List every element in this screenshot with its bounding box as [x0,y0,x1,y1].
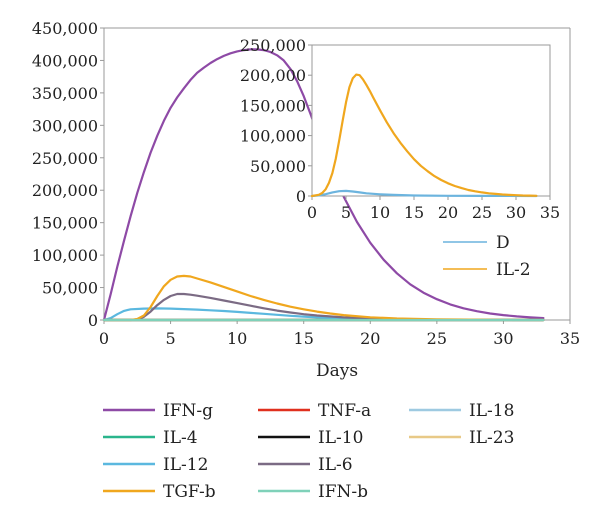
main-x-tick-label: 5 [165,329,175,348]
legend: IFN-g TNF-a IL-18 IL-4 IL-10 IL-23 IL-12 IL-6 TG… [103,401,514,502]
main-y-tick-label: 200,000 [32,181,98,200]
main-x-tick-label: 25 [427,329,447,348]
inset-y-tick-label: 150,000 [240,96,306,115]
legend-label-ifn-b: IFN-b [318,482,368,502]
inset-x-tick-label: 20 [438,203,458,222]
inset-y-tick-label: 200,000 [240,66,306,85]
legend-label-il-4: IL-4 [163,428,198,448]
main-y-tick-label: 100,000 [32,246,98,265]
inset-plot: 0 5 10 15 20 25 30 35 0 50,000 100,000 150,000 200,0… [240,36,560,280]
main-x-tick-label: 35 [560,329,580,348]
main-series-il-12 [102,307,545,322]
x-axis-label: Days [316,361,358,381]
inset-y-tick-label: 50,000 [250,157,306,176]
main-x-tick-label: 30 [493,329,513,348]
legend-label-tnf-a: TNF-a [318,401,371,421]
main-x-tick-label: 20 [360,329,380,348]
legend-label-tgf-b: TGF-b [163,482,216,502]
inset-y-tick-label: 250,000 [240,36,306,55]
legend-label-il-6: IL-6 [318,455,353,475]
main-plot: 0 5 10 15 20 25 30 35 0 50,000 100,000 150,000 200,0… [32,19,580,348]
main-y-tick-label: 400,000 [32,51,98,70]
inset-frame [311,44,551,197]
inset-x-tick-label: 30 [506,203,526,222]
main-y-tick-label: 300,000 [32,116,98,135]
inset-x-tick-label: 10 [370,203,390,222]
legend-label-il-10: IL-10 [318,428,363,448]
inset-legend-label-il-2: IL-2 [496,260,531,280]
main-series-ifn-g [102,48,545,322]
main-x-tick-label: 15 [294,329,314,348]
main-y-tick-label: 350,000 [32,84,98,103]
main-x-tick-label: 10 [227,329,247,348]
legend-label-ifn-g: IFN-g [163,401,213,421]
inset-x-tick-label: 35 [540,203,560,222]
legend-label-il-12: IL-12 [163,455,208,475]
main-y-tick-label: 0 [88,311,98,330]
inset-x-tick-label: 25 [472,203,492,222]
main-series-il-6 [102,292,545,322]
legend-label-il-23: IL-23 [469,428,514,448]
inset-y-tick-label: 0 [296,187,306,206]
inset-legend-label-d: D [496,233,510,253]
main-y-tick-label: 250,000 [32,149,98,168]
main-y-tick-label: 150,000 [32,214,98,233]
legend-label-il-18: IL-18 [469,401,514,421]
inset-series-d [310,189,538,198]
main-y-tick-label: 450,000 [32,19,98,38]
inset-y-tick-label: 100,000 [240,127,306,146]
inset-x-tick-label: 0 [307,203,317,222]
inset-x-tick-label: 5 [341,203,351,222]
main-y-tick-label: 50,000 [42,279,98,298]
inset-x-tick-label: 15 [404,203,424,222]
main-series-tgf-b [102,274,545,322]
main-x-tick-label: 0 [99,329,109,348]
inset-series-il-2 [310,73,538,198]
